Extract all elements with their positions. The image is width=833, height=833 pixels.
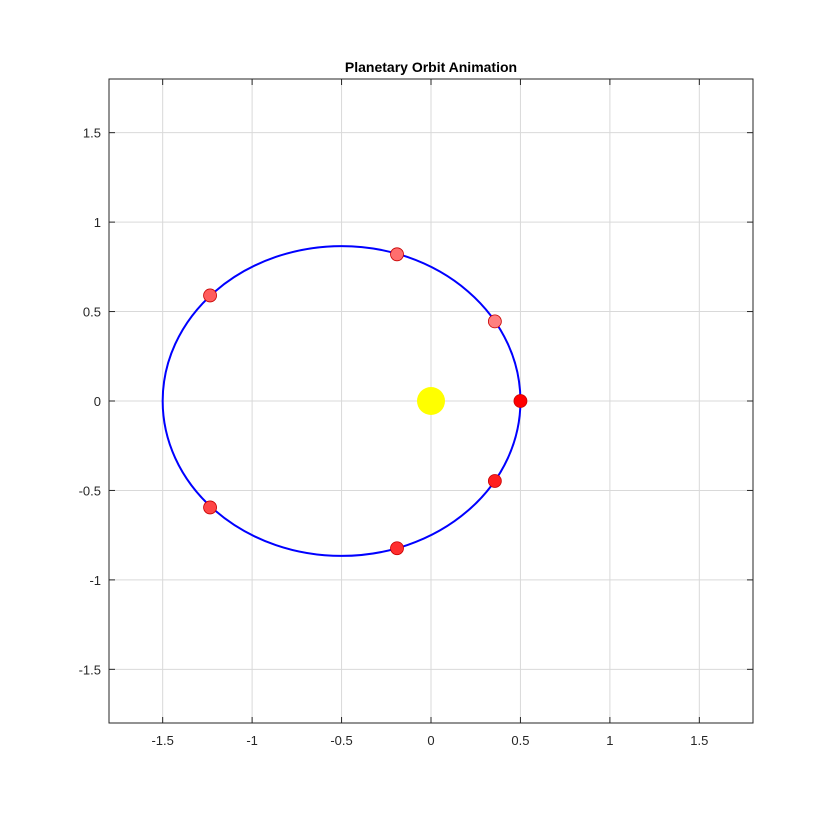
planet-marker xyxy=(203,500,217,515)
x-tick-label: 1 xyxy=(606,733,613,748)
y-tick-label: 1 xyxy=(94,215,101,230)
y-tick-label: -1 xyxy=(89,573,101,588)
y-axis-ticks: -1.5 -1 -0.5 0 0.5 1 1.5 xyxy=(79,126,753,677)
y-tick-label: 0.5 xyxy=(83,305,101,320)
y-tick-label: 0 xyxy=(94,394,101,409)
y-tick-label: 1.5 xyxy=(83,126,101,141)
planet-marker xyxy=(487,474,502,488)
y-tick-label: -1.5 xyxy=(79,662,101,677)
x-tick-label: -1 xyxy=(246,733,258,748)
x-tick-label: -1.5 xyxy=(151,733,173,748)
x-tick-label: -0.5 xyxy=(330,733,352,748)
grid-lines xyxy=(109,79,753,723)
x-tick-label: 0 xyxy=(427,733,434,748)
y-tick-label: -0.5 xyxy=(79,483,101,498)
chart-title: Planetary Orbit Animation xyxy=(345,59,517,75)
x-tick-label: 0.5 xyxy=(511,733,529,748)
planet-marker xyxy=(203,288,217,303)
planet-marker xyxy=(390,247,404,262)
x-axis-ticks: -1.5 -1 -0.5 0 0.5 1 1.5 xyxy=(151,79,708,748)
axes-frame xyxy=(108,78,754,724)
sun-marker xyxy=(417,387,445,415)
planet-marker xyxy=(390,541,404,556)
planet-marker xyxy=(487,314,502,329)
series-layer xyxy=(161,245,528,557)
planet-marker xyxy=(513,394,528,408)
x-tick-label: 1.5 xyxy=(690,733,708,748)
